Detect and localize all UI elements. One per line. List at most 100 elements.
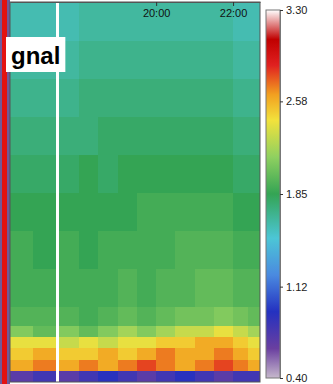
cell	[33, 154, 55, 193]
cell	[214, 78, 234, 117]
cell	[156, 325, 176, 337]
cell	[195, 40, 215, 79]
cell	[10, 371, 34, 382]
cell	[233, 230, 249, 269]
cell	[137, 306, 157, 326]
cell	[214, 230, 234, 269]
cell	[79, 268, 99, 307]
colorbar-tick-mark	[280, 287, 283, 288]
colorbar	[266, 10, 280, 378]
cell	[156, 348, 176, 360]
cell	[10, 359, 34, 371]
cell	[98, 336, 118, 348]
cell	[98, 306, 118, 326]
cell	[248, 2, 260, 41]
cell	[137, 230, 157, 269]
cell	[195, 325, 215, 337]
cell	[79, 78, 99, 117]
cell	[195, 306, 215, 326]
cell	[33, 371, 55, 382]
cell	[10, 154, 34, 193]
cell	[79, 154, 99, 193]
colorbar-tick: 1.12	[280, 281, 307, 293]
cell	[248, 78, 260, 117]
cell	[137, 116, 157, 155]
cell	[98, 230, 118, 269]
cell	[195, 78, 215, 117]
cell	[33, 2, 55, 41]
cell	[59, 371, 80, 382]
cell	[214, 359, 234, 371]
cell	[233, 78, 249, 117]
cell	[33, 336, 55, 348]
cell	[248, 40, 260, 79]
cell	[233, 348, 249, 360]
cell	[10, 78, 34, 117]
cell	[137, 371, 157, 382]
cell	[195, 192, 215, 231]
cell	[98, 40, 118, 79]
cell	[118, 325, 138, 337]
cell	[195, 2, 215, 41]
colorbar-tick: 2.58	[280, 95, 307, 107]
cell	[118, 2, 138, 41]
cell	[214, 371, 234, 382]
cell	[10, 2, 34, 41]
cells	[10, 2, 260, 382]
cell	[33, 78, 55, 117]
cell	[98, 154, 118, 193]
cell	[10, 336, 34, 348]
cell	[214, 268, 234, 307]
cell	[156, 359, 176, 371]
cell	[137, 192, 157, 231]
cell	[10, 192, 34, 231]
cell	[137, 348, 157, 360]
cell	[10, 268, 34, 307]
cell	[175, 359, 195, 371]
cell	[118, 78, 138, 117]
x-tick-mark	[156, 2, 157, 6]
cell	[214, 325, 234, 337]
cell	[59, 348, 80, 360]
cell	[175, 78, 195, 117]
cell	[248, 348, 260, 360]
cell	[233, 325, 249, 337]
cell	[59, 116, 80, 155]
cell	[79, 371, 99, 382]
cell	[248, 325, 260, 337]
cell	[118, 359, 138, 371]
cell	[79, 40, 99, 79]
cell	[175, 40, 195, 79]
cell	[233, 268, 249, 307]
cell	[233, 154, 249, 193]
cell	[195, 348, 215, 360]
cell	[175, 268, 195, 307]
cell	[137, 325, 157, 337]
cell	[156, 192, 176, 231]
cell	[195, 359, 215, 371]
cell	[10, 348, 34, 360]
cell	[214, 116, 234, 155]
colorbar-tick-label: 3.30	[286, 4, 307, 16]
cell	[233, 192, 249, 231]
cell	[248, 306, 260, 326]
plot-background	[10, 2, 260, 382]
colorbar-tick-mark	[280, 10, 283, 11]
cell	[118, 371, 138, 382]
cell	[79, 2, 99, 41]
cell	[233, 40, 249, 79]
cell	[214, 192, 234, 231]
cell	[175, 348, 195, 360]
x-tick-label: 20:00	[143, 7, 171, 19]
cell	[195, 268, 215, 307]
x-axis: 20:0022:00	[11, 2, 261, 19]
cell	[248, 268, 260, 307]
cell	[248, 230, 260, 269]
cell	[33, 192, 55, 231]
cell	[137, 40, 157, 79]
cell	[33, 348, 55, 360]
colorbar-tick-mark	[280, 378, 283, 379]
cell	[33, 306, 55, 326]
x-axis-line	[11, 2, 261, 3]
cell	[214, 154, 234, 193]
